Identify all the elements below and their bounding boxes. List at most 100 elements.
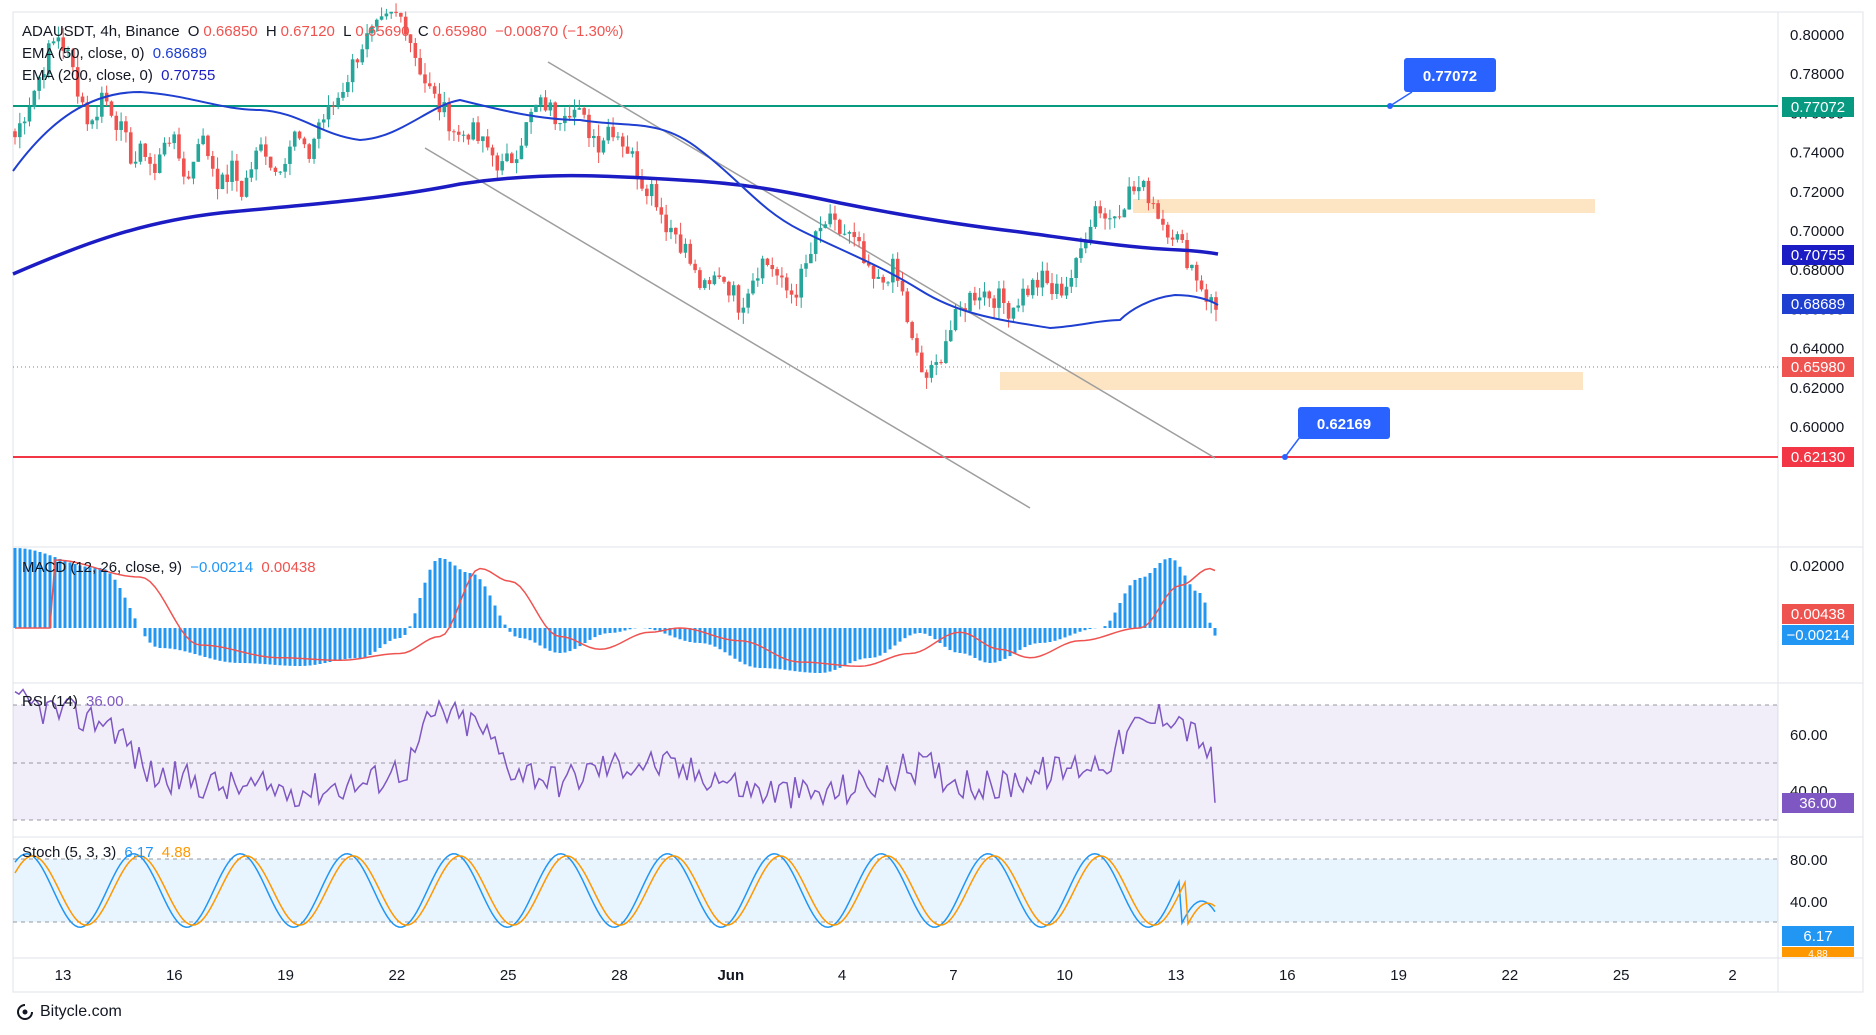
candle (953, 304, 958, 332)
macd-bar (978, 628, 982, 661)
candle (809, 242, 813, 264)
candle (649, 177, 654, 206)
macd-bar (178, 628, 182, 651)
open-value: 0.66850 (203, 23, 258, 40)
candle (635, 141, 640, 190)
macd-bar (628, 628, 632, 630)
close-value: 0.65980 (432, 23, 487, 40)
candle (645, 184, 649, 205)
rsi-value: 36.00 (86, 693, 124, 710)
macd-bar (673, 628, 677, 638)
macd-bar (1113, 612, 1117, 628)
candle (341, 82, 345, 101)
channel-lower-line[interactable] (424, 147, 1031, 509)
macd-bar (1158, 563, 1162, 628)
candle (553, 101, 558, 130)
channel-upper-line[interactable] (547, 61, 1216, 459)
macd-bar (448, 561, 452, 628)
callout-low[interactable]: 0.62169 (1282, 407, 1390, 460)
macd-bar (358, 628, 362, 658)
candle (210, 150, 215, 177)
macd-bar (313, 628, 317, 665)
candle (1156, 199, 1160, 220)
candle (789, 283, 794, 304)
svg-text:0.77072: 0.77072 (1791, 99, 1845, 116)
macd-bar (28, 549, 32, 628)
candle (80, 92, 85, 107)
candle (924, 369, 929, 389)
svg-text:0.00438: 0.00438 (1791, 606, 1845, 623)
macd-bar (458, 569, 462, 628)
ema50-legend[interactable]: EMA (50, close, 0) 0.68689 (22, 44, 211, 63)
macd-bar (363, 628, 367, 658)
macd-bar (293, 628, 297, 666)
candle (346, 74, 350, 98)
brand-watermark[interactable]: Bitycle.com (16, 1003, 122, 1021)
macd-bar (593, 628, 597, 638)
candle (379, 7, 384, 21)
candle (881, 274, 885, 290)
macd-bar (1118, 603, 1122, 628)
candle (973, 286, 977, 306)
candle (109, 100, 114, 118)
rsi-legend[interactable]: RSI (14) 36.00 (22, 692, 128, 711)
candle (268, 156, 273, 171)
macd-bar (1103, 626, 1107, 628)
stoch-band (13, 859, 1778, 922)
macd-bar (78, 565, 82, 628)
macd-legend[interactable]: MACD (12, 26, close, 9) −0.00214 0.00438 (22, 558, 320, 577)
macd-bar (1048, 628, 1052, 642)
macd-bar (413, 613, 417, 628)
stoch-k-label: 6.17 (1782, 926, 1854, 946)
symbol-title[interactable]: ADAUSDT, 4h, Binance (22, 23, 180, 40)
candle (794, 284, 799, 307)
candle (616, 131, 620, 141)
macd-bar (688, 628, 692, 642)
candle (215, 157, 220, 200)
macd-value-label: −0.00214 (1782, 625, 1854, 645)
candle (669, 219, 673, 240)
macd-bar (778, 628, 782, 670)
callout-high[interactable]: 0.77072 (1387, 58, 1496, 109)
macd-bar (768, 628, 772, 669)
candle (485, 129, 490, 151)
candle (317, 118, 321, 149)
candle (543, 90, 548, 112)
macd-bar (518, 628, 522, 638)
candle (162, 137, 167, 157)
candle (302, 136, 307, 149)
macd-bar (1038, 628, 1042, 643)
macd-bar (1063, 628, 1067, 638)
macd-tick-0: 0.02000 (1790, 558, 1844, 575)
macd-bar (1088, 628, 1092, 630)
macd-bar (1023, 628, 1027, 648)
svg-text:−0.00214: −0.00214 (1787, 627, 1850, 644)
candle (374, 18, 379, 33)
macd-bar (853, 628, 857, 662)
stoch-d-line (14, 855, 1216, 927)
candle (1108, 209, 1112, 230)
candle (278, 171, 283, 175)
price-tick-1: 0.78000 (1790, 66, 1844, 83)
time-tick-7: 4 (838, 967, 846, 984)
candle (891, 253, 895, 294)
macd-bar (58, 558, 62, 628)
candle (741, 297, 746, 324)
macd-bar (343, 628, 347, 660)
candle (37, 75, 41, 100)
ema200-legend[interactable]: EMA (200, close, 0) 0.70755 (22, 66, 219, 85)
candle (968, 290, 972, 314)
svg-text:0.65980: 0.65980 (1791, 359, 1845, 376)
macd-bar (1083, 628, 1087, 631)
time-tick-4: 25 (500, 967, 517, 984)
ema50-value: 0.68689 (152, 45, 207, 62)
candle (490, 144, 495, 167)
time-axis[interactable]: 13 16 19 22 25 28 Jun 4 7 10 13 16 19 22 25 2 (55, 967, 1737, 984)
candle (143, 142, 148, 162)
candle (1146, 177, 1151, 211)
candle (1055, 274, 1059, 299)
stoch-legend[interactable]: Stoch (5, 3, 3) 6.17 4.88 (22, 843, 195, 862)
macd-bar (623, 628, 627, 631)
macd-bar (203, 628, 207, 657)
